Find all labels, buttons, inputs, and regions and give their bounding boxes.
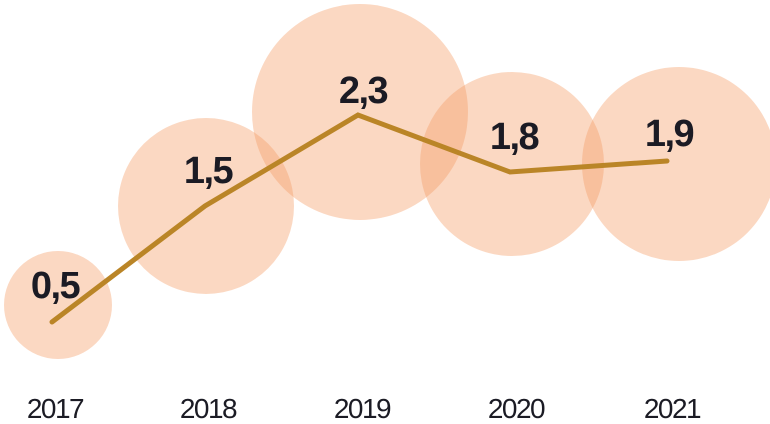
axis-label-2019: 2019 — [334, 393, 391, 424]
value-label-group: 0,5 1,5 2,3 1,8 1,9 — [31, 70, 695, 307]
x-axis-label-group: 2017 2018 2019 2020 2021 — [27, 393, 703, 424]
value-label-2019: 2,3 — [339, 70, 388, 112]
bubble-2021 — [582, 67, 770, 261]
value-label-2021: 1,9 — [645, 113, 694, 155]
axis-label-2018: 2018 — [180, 393, 237, 424]
axis-label-2017: 2017 — [27, 393, 84, 424]
trend-line — [49, 112, 670, 325]
value-label-2018: 1,5 — [184, 150, 234, 192]
axis-label-2020: 2020 — [488, 393, 545, 424]
bubble-2019 — [252, 4, 468, 220]
bubble-group — [4, 4, 770, 359]
value-label-2020: 1,8 — [490, 116, 539, 158]
trend-line-group — [49, 112, 670, 325]
bubble-2017 — [4, 251, 112, 359]
bubble-2020 — [420, 72, 604, 256]
value-label-2017: 0,5 — [31, 265, 81, 307]
axis-label-2021: 2021 — [644, 393, 701, 424]
